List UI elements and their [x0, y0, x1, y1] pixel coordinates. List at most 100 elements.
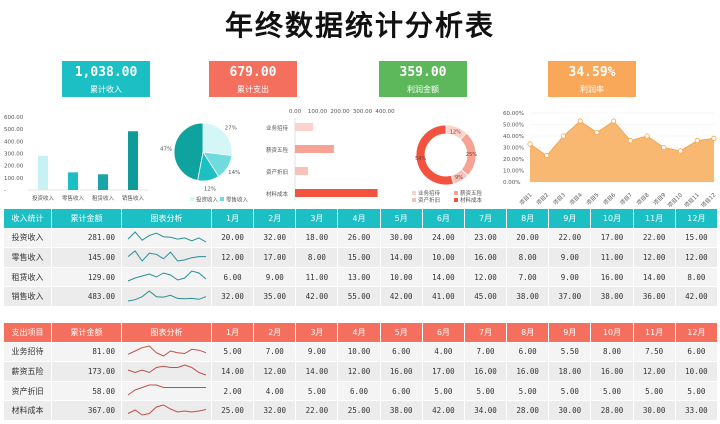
month-header: 8月	[506, 208, 550, 229]
month-value: 13.00	[337, 266, 381, 288]
sparkline-line	[127, 270, 206, 282]
month-value: 26.00	[337, 227, 381, 249]
month-value: 41.00	[421, 286, 465, 307]
month-value: 6.00	[674, 341, 719, 363]
x-tick-label: 项目2	[535, 192, 550, 207]
month-value: 12.00	[632, 247, 676, 268]
y-tick-label: 50.00%	[503, 123, 524, 129]
month-header: 3月	[295, 322, 339, 343]
data-point	[527, 141, 533, 147]
legend-swatch	[454, 191, 458, 195]
y-tick-label: 20.00%	[503, 157, 524, 163]
month-header: 4月	[337, 208, 381, 229]
page-title: 年终数据统计分析表	[224, 9, 495, 42]
sparkline	[127, 290, 206, 302]
month-value: 38.00	[590, 286, 634, 307]
sparkline-cell	[121, 380, 212, 402]
kpi-label: 利润率	[580, 85, 604, 94]
month-value: 12.00	[210, 247, 255, 268]
legend-swatch	[412, 198, 416, 202]
month-value: 5.00	[674, 380, 719, 402]
table-row: 销售收入 483.00 32.00 35.00 42.00 55.00 42.00 41.00…	[3, 286, 719, 307]
month-value: 18.00	[295, 227, 339, 249]
sparkline-cell	[121, 341, 212, 363]
expense-bar-chart: 0.00 100.00 200.00 300.00 400.00 业务招待薪资五险资产折旧…	[266, 109, 395, 200]
month-value: 9.00	[548, 266, 592, 288]
kpi-label: 累计支出	[237, 85, 269, 94]
month-header: 4月	[337, 322, 381, 343]
month-value: 15.00	[674, 227, 719, 249]
x-tick-label: 项目7	[619, 191, 635, 207]
y-tick-label: 0.00%	[503, 180, 520, 186]
table-row: 材料成本 367.00 25.00 32.00 22.00 25.00 38.00 42.00…	[3, 400, 719, 421]
sparkline	[127, 404, 206, 416]
area-fill	[530, 121, 714, 182]
month-header: 1月	[210, 322, 255, 343]
month-value: 32.00	[253, 400, 297, 421]
donut-label: 12%	[450, 129, 461, 135]
month-value: 18.00	[548, 361, 592, 382]
sparkline-line	[127, 250, 206, 263]
month-value: 12.00	[337, 361, 381, 382]
row-total: 129.00	[51, 266, 122, 288]
month-header: 3月	[295, 208, 339, 229]
month-value: 5.00	[210, 341, 255, 363]
month-value: 14.00	[421, 266, 465, 288]
month-value: 8.00	[295, 247, 339, 268]
month-value: 5.00	[421, 380, 465, 402]
month-value: 10.00	[421, 247, 465, 268]
y-tick-label: 10.00%	[503, 169, 524, 175]
x-tick-label: 400.00	[375, 109, 395, 115]
row-label: 薪资五险	[3, 361, 52, 382]
month-header: 10月	[590, 208, 634, 229]
month-value: 45.00	[463, 286, 508, 307]
x-tick-label: 项目4	[569, 191, 585, 207]
month-value: 38.00	[506, 286, 550, 307]
month-value: 55.00	[337, 286, 381, 307]
data-point	[627, 138, 633, 144]
y-tick-label: 业务招待	[266, 124, 289, 132]
row-total: 81.00	[51, 341, 122, 363]
x-tick-label: 项目5	[585, 191, 601, 207]
month-value: 36.00	[632, 286, 676, 307]
y-tick-label: 400.00	[4, 139, 24, 145]
month-value: 9.00	[548, 247, 592, 268]
month-header: 8月	[506, 322, 550, 343]
row-total: 58.00	[51, 380, 122, 402]
month-header: 2月	[253, 322, 297, 343]
kpi-card-rate: 34.59% 利润率	[548, 61, 636, 97]
month-value: 24.00	[421, 227, 465, 249]
sparkline	[127, 384, 206, 396]
month-header: 6月	[421, 208, 465, 229]
data-point	[644, 133, 650, 139]
bar	[295, 123, 314, 131]
month-value: 33.00	[674, 400, 719, 421]
charts-area: 600.00500.00400.00300.00200.00100.00-投资收…	[4, 109, 718, 209]
bar	[295, 145, 334, 153]
bar	[295, 189, 378, 197]
table-row: 投资收入 281.00 20.00 32.00 18.00 26.00 30.00 24.00…	[3, 227, 719, 249]
sparkline-line	[127, 404, 206, 416]
month-value: 6.00	[210, 266, 255, 288]
month-value: 28.00	[590, 400, 634, 421]
data-point	[594, 130, 600, 136]
month-header: 12月	[674, 322, 719, 343]
month-value: 4.00	[253, 380, 297, 402]
month-value: 5.00	[632, 380, 676, 402]
legend-label: 薪资五险	[460, 189, 483, 197]
kpi-value: 359.00	[399, 65, 447, 80]
bar	[98, 174, 108, 190]
month-value: 32.00	[210, 286, 255, 307]
income-table: 收入统计 累计金额 图表分析 1月 2月 3月 4月 5月 6月 7月 8月 9月 10月 11月 12月 …	[3, 208, 719, 307]
y-tick-label: 材料成本	[266, 190, 289, 198]
table-row: 租赁收入 129.00 6.00 9.00 11.00 13.00 10.00 14.00 12…	[3, 266, 719, 288]
y-tick-label: 资产折旧	[266, 168, 288, 176]
sparkline-line	[127, 231, 206, 243]
month-value: 32.00	[253, 227, 297, 249]
month-value: 25.00	[337, 400, 381, 421]
pie-label: 47%	[160, 147, 172, 153]
month-value: 6.00	[506, 341, 550, 363]
kpi-label: 利润金额	[407, 85, 439, 94]
sparkline	[127, 250, 206, 263]
x-tick-label: 投资收入	[32, 194, 55, 202]
